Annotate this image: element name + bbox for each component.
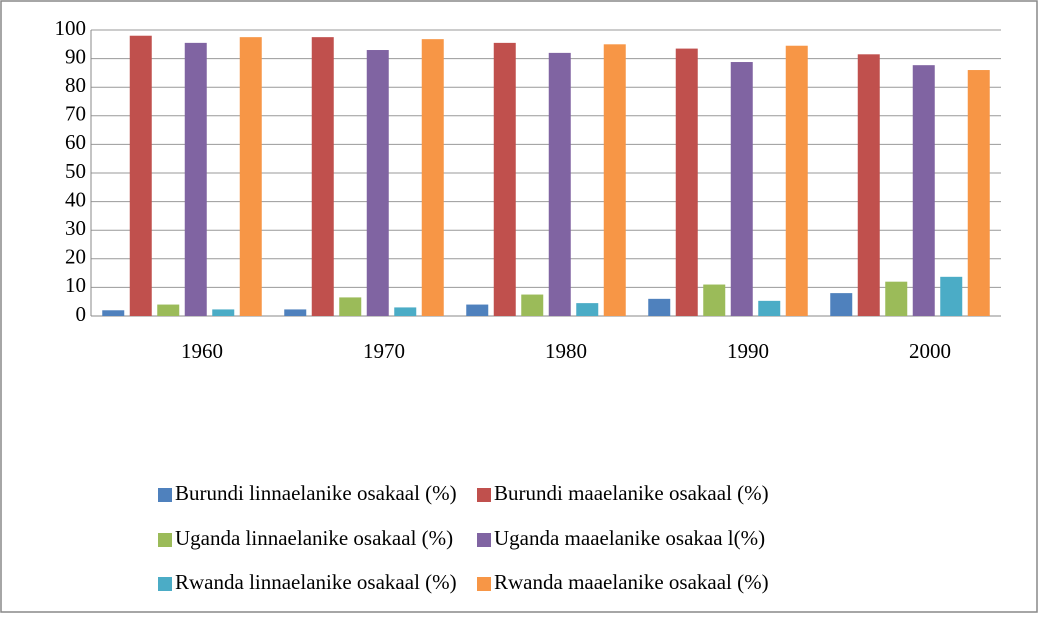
legend-swatch [158,577,172,591]
legend-label: Rwanda maaelanike osakaal (%) [494,570,769,594]
y-tick-label: 90 [65,44,86,68]
bar [129,35,152,316]
bar [521,294,544,316]
bar [184,42,207,317]
bar [239,37,262,317]
bar [311,37,334,317]
bar [421,39,444,316]
bar [675,48,698,317]
bar [576,303,599,316]
x-tick-label: 1970 [363,339,405,363]
bar [730,62,753,317]
bar [366,50,389,317]
legend-label: Uganda maaelanike osakaa l(%) [494,526,765,550]
y-tick-label: 40 [65,187,86,211]
bar [830,293,853,316]
x-tick-label: 1990 [727,339,769,363]
legend-label: Burundi linnaelanike osakaal (%) [175,481,457,505]
y-tick-label: 30 [65,216,86,240]
y-tick-label: 0 [76,302,87,326]
legend-label: Burundi maaelanike osakaal (%) [494,481,769,505]
bar [212,309,235,316]
legend-swatch [158,488,172,502]
legend-swatch [477,533,491,547]
bar [912,65,935,316]
y-tick-label: 80 [65,73,86,97]
bar [102,310,125,316]
y-tick-label: 50 [65,159,86,183]
bar [857,54,880,317]
x-tick-label: 2000 [909,339,951,363]
bar [648,298,671,316]
y-tick-label: 100 [55,16,87,40]
y-tick-label: 10 [65,273,86,297]
bar [758,300,781,316]
bar [940,276,963,316]
legend-swatch [477,488,491,502]
x-tick-label: 1960 [181,339,223,363]
bar [885,281,908,316]
legend-label: Rwanda linnaelanike osakaal (%) [175,570,457,594]
y-tick-label: 70 [65,102,86,126]
y-tick-label: 20 [65,245,86,269]
bar [785,45,808,316]
legend-swatch [158,533,172,547]
legend-swatch [477,577,491,591]
y-tick-label: 60 [65,130,86,154]
bar [548,52,571,316]
bar [339,297,362,316]
bar [493,42,516,317]
bar [157,304,180,316]
bar [967,70,990,316]
bar [394,307,417,316]
bar [703,284,726,316]
bar [466,304,489,316]
legend-label: Uganda linnaelanike osakaal (%) [175,526,453,550]
bar [603,44,626,317]
bar [284,309,307,316]
x-tick-label: 1980 [545,339,587,363]
